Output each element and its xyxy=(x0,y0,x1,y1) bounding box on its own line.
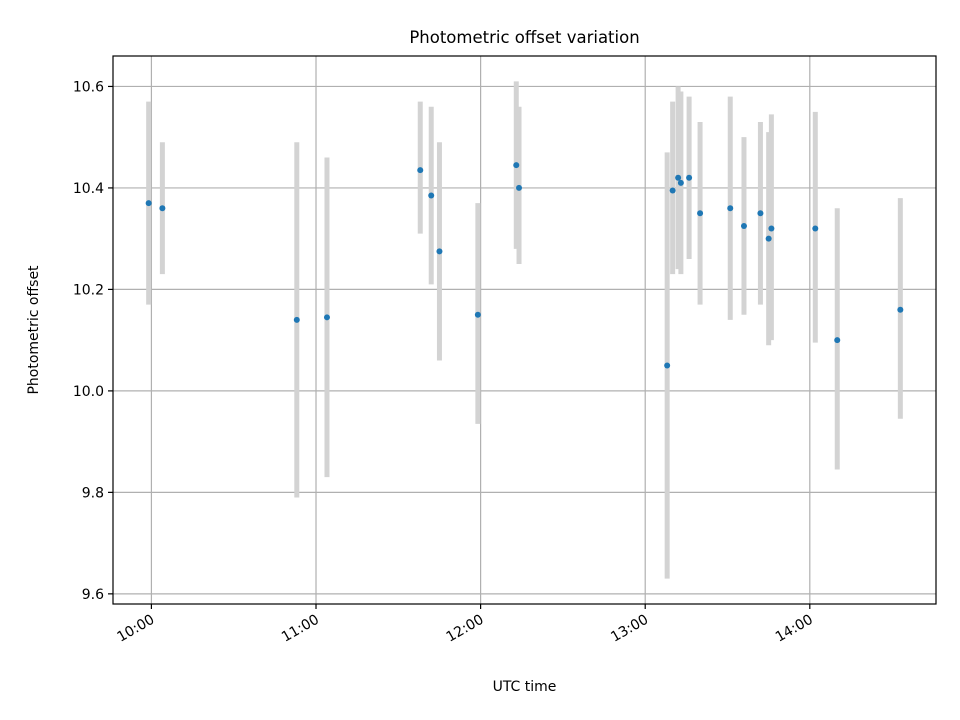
data-point xyxy=(765,235,772,242)
y-tick-label: 9.6 xyxy=(82,587,104,603)
x-tick-label: 11:00 xyxy=(279,612,322,646)
data-point xyxy=(697,210,704,217)
y-axis: 9.6 9.8 10.0 10.2 10.4 10.6 xyxy=(73,79,113,603)
y-tick-label: 9.8 xyxy=(82,485,104,501)
data-point xyxy=(323,314,330,321)
data-point xyxy=(727,205,734,212)
grid-layer xyxy=(113,56,936,604)
data-point xyxy=(474,311,481,318)
data-point xyxy=(516,184,523,191)
data-point xyxy=(757,210,764,217)
data-point xyxy=(293,316,300,323)
data-point xyxy=(664,362,671,369)
data-point xyxy=(812,225,819,232)
data-point xyxy=(428,192,435,199)
chart-title: Photometric offset variation xyxy=(409,28,639,47)
errorbar-layer xyxy=(146,81,903,579)
x-tick-label: 12:00 xyxy=(444,612,487,646)
data-point xyxy=(145,200,152,207)
y-tick-label: 10.2 xyxy=(73,282,104,298)
x-tick-label: 13:00 xyxy=(608,612,651,646)
point-layer xyxy=(145,162,904,369)
y-tick-label: 10.6 xyxy=(73,79,104,95)
x-tick-label: 14:00 xyxy=(773,612,816,646)
data-point xyxy=(897,306,904,313)
data-point xyxy=(513,162,520,169)
data-point xyxy=(686,174,693,181)
data-point xyxy=(669,187,676,194)
y-tick-label: 10.0 xyxy=(73,384,104,400)
data-point xyxy=(417,167,424,174)
data-point xyxy=(740,222,747,229)
data-point xyxy=(768,225,775,232)
y-tick-label: 10.4 xyxy=(73,181,104,197)
x-axis-label: UTC time xyxy=(493,679,557,695)
data-point xyxy=(677,179,684,186)
data-point xyxy=(159,205,166,212)
data-point xyxy=(834,337,841,344)
plot-frame xyxy=(112,55,937,605)
x-axis: 10:00 11:00 12:00 13:00 14:00 xyxy=(114,604,816,646)
data-point xyxy=(436,248,443,255)
data-point xyxy=(675,174,682,181)
x-tick-label: 10:00 xyxy=(114,612,157,646)
y-axis-label: Photometric offset xyxy=(26,265,42,395)
